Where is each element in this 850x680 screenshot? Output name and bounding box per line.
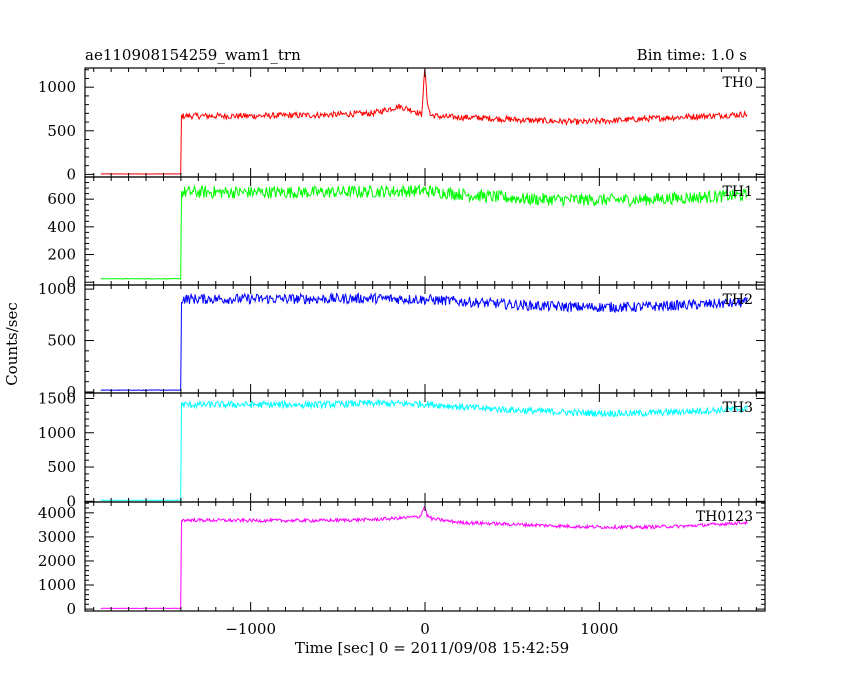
series-line-th1 <box>100 183 748 280</box>
y-tick-label: 4000 <box>38 504 76 522</box>
y-tick-label: 0 <box>66 165 76 183</box>
y-tick-label: 3000 <box>38 528 76 546</box>
y-tick-label: 200 <box>47 246 76 264</box>
y-tick-label: 500 <box>47 332 76 350</box>
x-tick-label: −1000 <box>225 620 276 638</box>
panel-group: 0 500 1000 TH0 0 200 400 600 TH1 0 500 1000 TH2 0 500 1… <box>38 67 766 638</box>
series-line-th0 <box>100 69 748 175</box>
y-tick-label: 0 <box>66 383 76 401</box>
y-tick-label: 2000 <box>38 552 76 570</box>
y-axis-label: Counts/sec <box>3 302 21 386</box>
panel-th1: 0 200 400 600 TH1 <box>47 176 766 291</box>
x-tick-label: 0 <box>420 620 430 638</box>
y-tick-label: 1000 <box>38 280 76 298</box>
panel-frame <box>84 176 766 286</box>
y-tick-label: 500 <box>47 122 76 140</box>
panel-th0123: 0 1000 2000 3000 4000 TH0123 <box>38 501 766 618</box>
panel-th3: 0 500 1000 1500 TH3 <box>38 389 766 510</box>
panel-label-th2: TH2 <box>723 292 753 308</box>
y-tick-label: 1500 <box>38 389 76 407</box>
series-line-th0123 <box>100 505 748 609</box>
panel-label-th0: TH0 <box>723 75 753 91</box>
bin-time-label: Bin time: 1.0 s <box>637 46 747 64</box>
y-tick-label: 0 <box>66 273 76 291</box>
y-tick-label: 1000 <box>38 576 76 594</box>
panel-label-th0123: TH0123 <box>696 509 753 525</box>
series-line-th3 <box>100 398 748 502</box>
panel-th0: 0 500 1000 TH0 <box>38 67 766 183</box>
panel-th2: 0 500 1000 TH2 <box>38 280 766 401</box>
panel-label-th3: TH3 <box>723 400 753 416</box>
panel-label-th1: TH1 <box>723 184 753 200</box>
y-tick-label: 400 <box>47 218 76 236</box>
y-tick-label: 0 <box>66 492 76 510</box>
y-tick-label: 1000 <box>38 78 76 96</box>
panel-frame <box>84 501 766 612</box>
y-tick-label: 0 <box>66 600 76 618</box>
chart-title: ae110908154259_wam1_trn <box>85 46 301 64</box>
y-tick-label: 600 <box>47 190 76 208</box>
x-tick-label: 1000 <box>580 620 618 638</box>
y-tick-label: 500 <box>47 458 76 476</box>
x-axis-label: Time [sec] 0 = 2011/09/08 15:42:59 <box>295 639 569 657</box>
series-line-th2 <box>100 291 748 391</box>
y-tick-label: 1000 <box>38 424 76 442</box>
panel-frame <box>84 67 766 178</box>
panel-frame <box>84 392 766 503</box>
